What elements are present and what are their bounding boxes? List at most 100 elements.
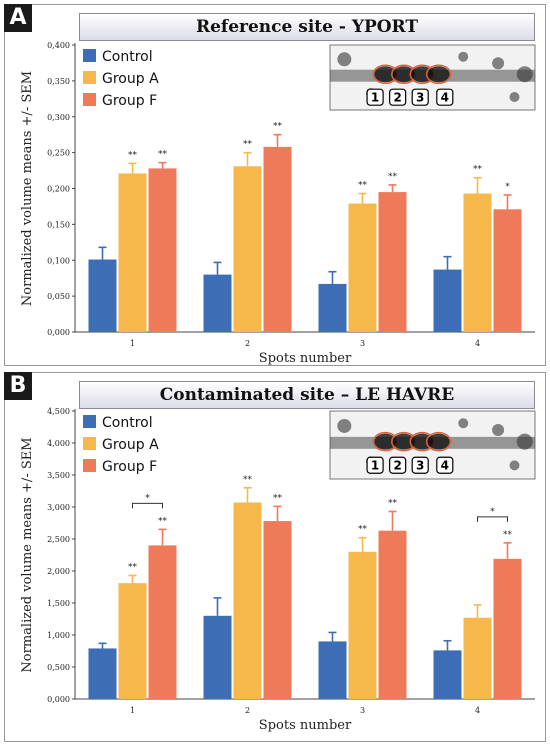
bar-group-f [148,545,177,699]
legend-label: Group A [102,71,159,87]
bar-group-f [378,530,407,699]
gel-spot [337,52,352,67]
bar-control [318,641,347,699]
bar-group-f [263,521,292,699]
legend-swatch [83,459,96,472]
x-tick-label: 2 [245,339,250,348]
x-tick-label: 3 [360,339,365,348]
legend-label: Group F [102,459,157,475]
significance-label: ** [503,530,513,540]
spot-label-box [389,88,407,106]
gel-spot [392,433,415,450]
y-tick-label: 0,250 [47,149,70,158]
spot-label-box [436,88,454,106]
legend-swatch [83,93,96,106]
bar-control [203,615,232,699]
significance-label: ** [128,562,138,572]
gel-spot [516,66,533,83]
gel-spot [374,66,397,83]
gel-spot [337,418,352,433]
gel-spot [509,460,520,471]
y-tick-label: 0,150 [47,220,70,229]
bar-control [318,283,347,332]
gel-spot [427,433,450,450]
y-tick-label: 3,500 [47,471,70,480]
gel-spot [458,418,469,429]
bar-group-f [148,168,177,332]
panel-b: B Contaminated site – LE HAVRE 1 2 3 4 0,000… [4,372,546,742]
spot-label: 3 [416,91,424,105]
significance-label: * [490,507,495,517]
y-tick-label: 4,000 [47,439,70,448]
y-axis-title: Normalized volume means +/- SEM [20,437,35,672]
spot-label: 1 [371,91,379,105]
legend-label: Group A [102,437,159,453]
spot-label-box [436,456,454,474]
legend-swatch [83,49,96,62]
bar-group-a [233,502,262,699]
y-tick-label: 3,000 [47,503,70,512]
significance-label: ** [243,475,253,485]
x-tick-label: 4 [475,706,480,715]
legend-label: Group F [102,93,157,109]
bar-group-a [348,203,377,332]
significance-label: * [145,493,150,503]
bar-group-a [118,173,147,332]
x-tick-label: 4 [475,339,480,348]
gel-spot [492,424,505,437]
bar-group-a [233,166,262,332]
x-axis-title: Spots number [259,718,352,733]
y-tick-label: 2,500 [47,535,70,544]
y-tick-label: 0,200 [47,185,70,194]
spot-circle [425,431,452,452]
y-tick-label: 0,500 [47,663,70,672]
spot-label-box [366,456,384,474]
significance-label: ** [273,122,283,132]
spot-label: 2 [393,459,401,473]
chart-svg: 1 2 3 40,0000,0500,1000,1500,2000,2500,3000… [20,41,536,365]
bar-control [88,259,117,332]
y-axis-title: Normalized volume means +/- SEM [20,71,35,306]
y-tick-label: 1,500 [47,599,70,608]
spot-label: 4 [441,459,449,473]
gel-spot [392,66,415,83]
spot-label: 3 [416,459,424,473]
spot-label: 2 [393,91,401,105]
gel-spot [374,433,397,450]
significance-label: ** [273,493,283,503]
bar-group-a [463,193,492,332]
y-tick-label: 0,100 [47,256,70,265]
bar-control [88,648,117,699]
spot-label: 4 [441,91,449,105]
legend-swatch [83,415,96,428]
significance-label: ** [243,140,253,150]
y-tick-label: 0,300 [47,113,70,122]
significance-label: ** [158,516,168,526]
x-tick-label: 1 [130,706,135,715]
y-tick-label: 4,500 [47,407,70,416]
spot-label-box [411,456,429,474]
significance-label: ** [388,498,398,508]
bar-group-f [493,209,522,332]
x-tick-label: 3 [360,706,365,715]
bar-group-f [378,192,407,332]
legend-label: Control [102,49,153,65]
x-tick-label: 1 [130,339,135,348]
gel-spot [509,92,520,102]
spot-circle [425,64,452,84]
y-tick-label: 0,400 [47,41,70,50]
significance-label: ** [473,165,483,175]
gel-spot [516,433,533,450]
legend-label: Control [102,415,153,431]
y-tick-label: 1,000 [47,631,70,640]
panel-letter: B [4,372,32,400]
spot-label: 1 [371,459,379,473]
panel-a: A Reference site - YPORT 1 2 3 4 0,000 0,050 0… [4,4,546,366]
bar-control [433,269,462,332]
bar-group-a [348,551,377,699]
significance-label: ** [388,172,398,182]
bar-group-a [118,583,147,699]
x-axis-title: Spots number [259,351,352,365]
